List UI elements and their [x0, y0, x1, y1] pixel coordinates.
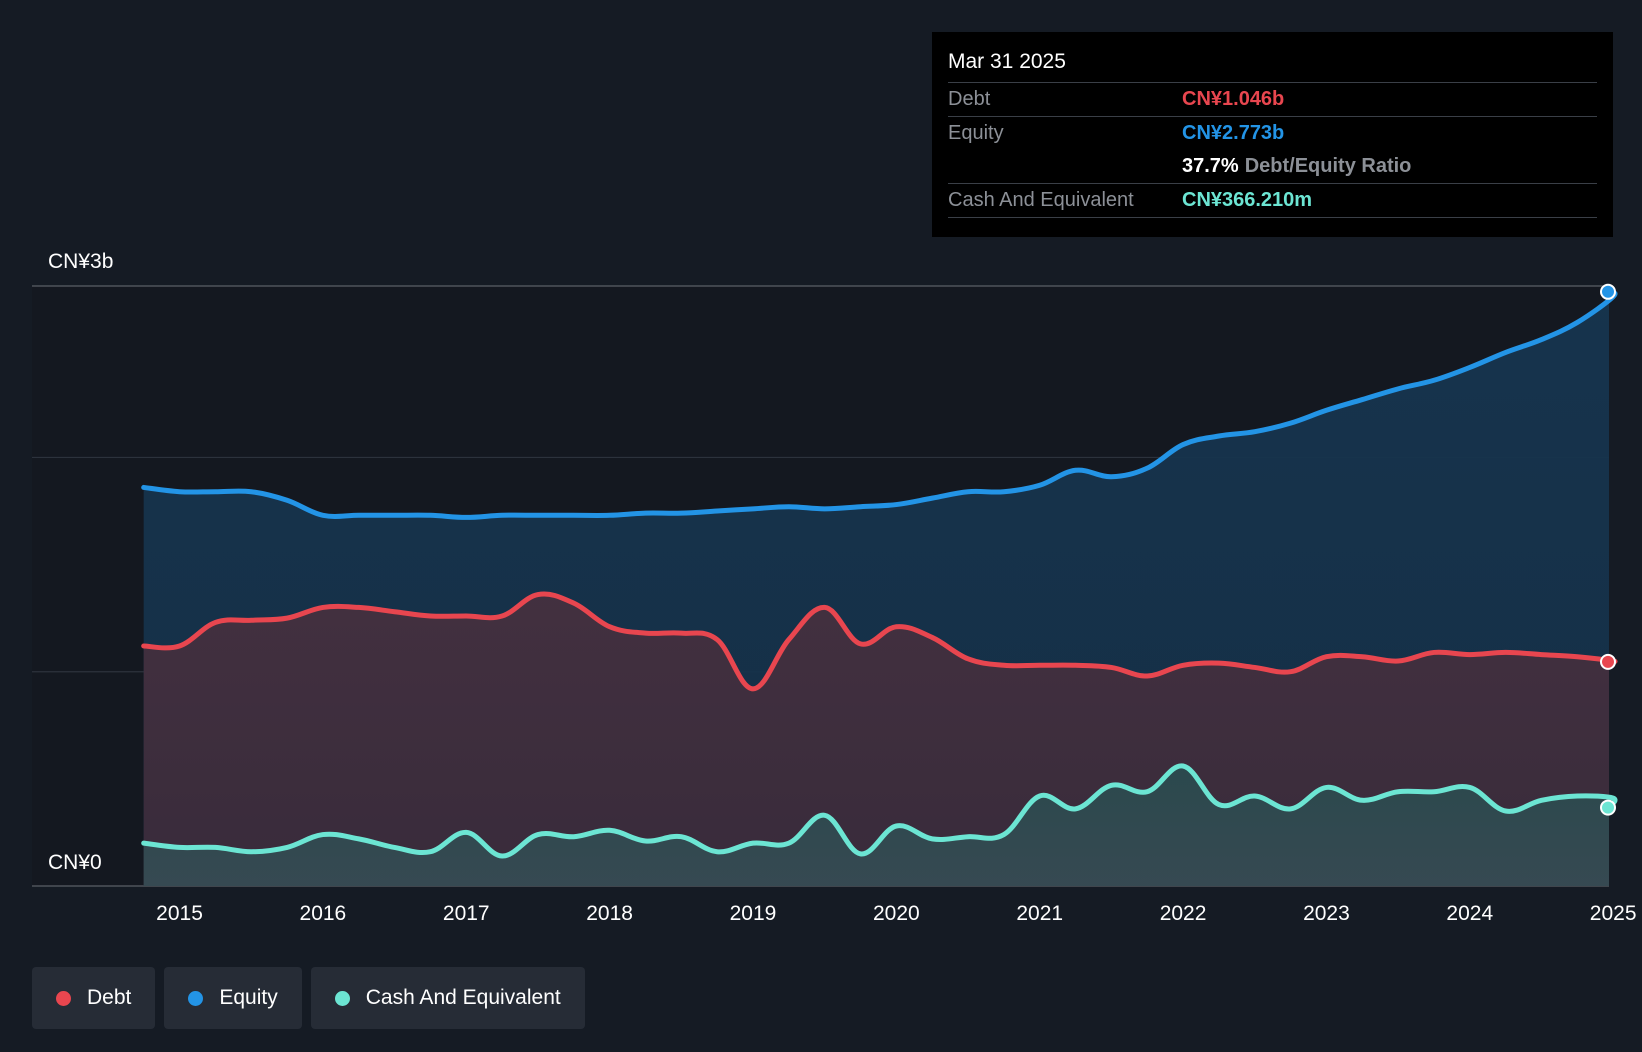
cash-line — [141, 763, 1618, 859]
tooltip-equity-row: Equity CN¥2.773b — [948, 116, 1597, 150]
equity-end-marker — [1600, 283, 1616, 300]
data-tooltip: Mar 31 2025 Debt CN¥1.046b Equity CN¥2.7… — [932, 32, 1613, 237]
chart-legend: Debt Equity Cash And Equivalent — [32, 967, 585, 1029]
legend-label-cash: Cash And Equivalent — [365, 986, 561, 1009]
tooltip-ratio-row: 37.7% Debt/Equity Ratio — [948, 150, 1597, 183]
x-tick-label: 2021 — [1016, 902, 1063, 925]
legend-label-debt: Debt — [87, 986, 132, 1009]
tooltip-ratio-value: 37.7% — [1182, 155, 1239, 177]
tooltip-equity-label: Equity — [948, 122, 1004, 144]
debt-line — [141, 591, 1618, 692]
x-tick-label: 2017 — [443, 902, 490, 925]
debt-end-marker — [1600, 653, 1616, 670]
tooltip-cash-row: Cash And Equivalent CN¥366.210m — [948, 183, 1597, 218]
cash-end-marker — [1600, 799, 1616, 816]
y-tick-label-top: CN¥3b — [48, 250, 113, 273]
legend-item-equity[interactable]: Equity — [164, 967, 302, 1029]
axis-layer: 2015 2016 2017 2018 2019 2020 2021 2022 2023 2024… — [48, 250, 1637, 925]
tooltip-cash-value: CN¥366.210m — [1182, 189, 1313, 211]
tooltip-date: Mar 31 2025 — [948, 50, 1066, 73]
tooltip-debt-row: Debt CN¥1.046b — [948, 82, 1597, 116]
x-tick-label: 2015 — [156, 902, 203, 925]
x-tick-label: 2022 — [1160, 902, 1207, 925]
x-tick-label: 2024 — [1446, 902, 1493, 925]
marker-layer — [1600, 283, 1616, 816]
equity-dot-icon — [188, 990, 204, 1006]
x-tick-label: 2016 — [300, 902, 347, 925]
legend-item-cash[interactable]: Cash And Equivalent — [310, 967, 585, 1029]
tooltip-debt-value: CN¥1.046b — [1182, 88, 1285, 110]
tooltip-debt-label: Debt — [948, 88, 991, 110]
line-layer — [141, 289, 1618, 859]
equity-line — [141, 289, 1618, 520]
legend-label-equity: Equity — [219, 986, 278, 1009]
tooltip-equity-value: CN¥2.773b — [1182, 122, 1285, 144]
tooltip-cash-label: Cash And Equivalent — [948, 189, 1134, 211]
debt-dot-icon — [56, 990, 71, 1006]
x-tick-label: 2025 — [1590, 902, 1637, 925]
y-tick-label-bottom: CN¥0 — [48, 851, 102, 874]
x-tick-label: 2020 — [873, 902, 920, 925]
x-tick-label: 2018 — [586, 902, 633, 925]
tooltip-ratio-label: Debt/Equity Ratio — [1244, 155, 1412, 177]
legend-item-debt[interactable]: Debt — [32, 967, 156, 1029]
x-tick-label: 2023 — [1303, 902, 1350, 925]
cash-dot-icon — [334, 990, 350, 1006]
x-tick-label: 2019 — [730, 902, 777, 925]
